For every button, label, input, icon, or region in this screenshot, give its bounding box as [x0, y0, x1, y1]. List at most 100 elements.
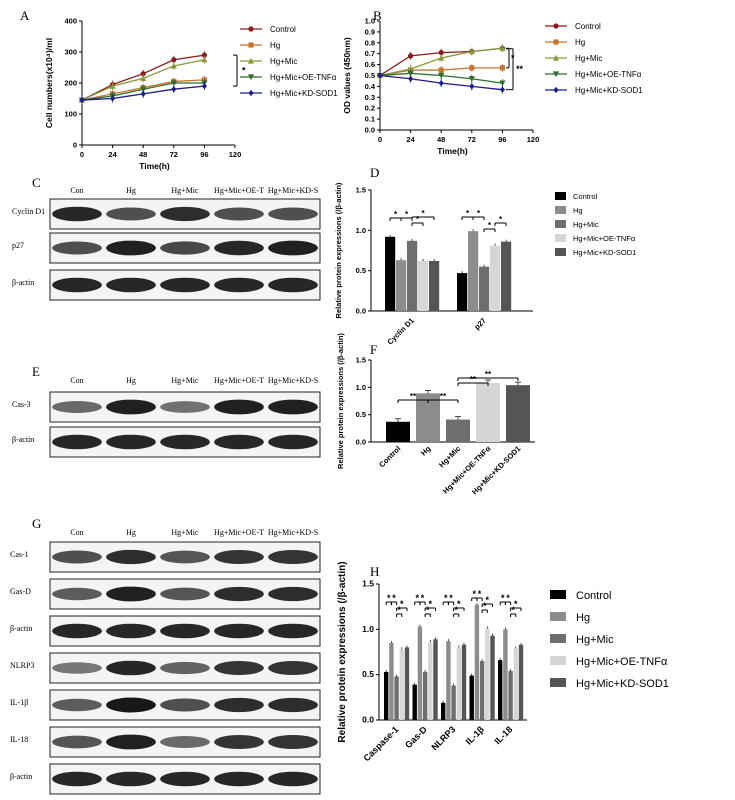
bar: [389, 642, 394, 720]
x-category-label: NLRP3: [429, 724, 457, 752]
legend-marker: [553, 86, 559, 94]
y-tick-label: 0.9: [365, 27, 375, 36]
bar: [407, 240, 418, 311]
x-tick-label: 0: [80, 150, 84, 159]
blot-band: [214, 771, 264, 787]
bar: [468, 231, 479, 311]
data-point: [468, 76, 475, 82]
blot-lane-label: Hg: [126, 186, 136, 195]
bar: [461, 644, 467, 720]
blot-band: [160, 550, 210, 564]
blot-band: [106, 697, 156, 713]
data-point: [499, 86, 505, 93]
blot-band: [214, 697, 264, 713]
blot-row-label: Cas-3: [12, 400, 31, 409]
bar: [412, 684, 417, 720]
x-tick-label: 96: [498, 135, 506, 144]
sig-marker: *: [400, 599, 404, 609]
y-tick-label: 0.8: [365, 38, 375, 47]
bar: [417, 626, 423, 720]
y-tick-label: 300: [64, 48, 77, 57]
blot-band: [160, 771, 210, 787]
blot-band: [52, 662, 102, 674]
sig-marker: *: [242, 66, 246, 76]
blot-band: [214, 735, 264, 749]
y-tick-label: 0.3: [365, 93, 375, 102]
legend-marker: [247, 74, 255, 81]
data-point: [499, 45, 506, 51]
x-tick-label: 0: [378, 135, 382, 144]
bar: [479, 266, 490, 311]
sig-marker: *: [478, 589, 482, 599]
bar: [386, 421, 410, 442]
x-category-label: Hg+Mic: [437, 444, 462, 469]
y-axis-label: OD values (450nm): [342, 37, 352, 114]
bar: [490, 245, 501, 311]
bar: [446, 419, 470, 442]
y-tick-label: 0.5: [362, 669, 374, 679]
y-tick-label: 0.0: [356, 307, 366, 316]
blot-lane-label: Hg: [126, 528, 136, 537]
y-tick-label: 200: [64, 79, 77, 88]
legend-label: Hg+Mic: [573, 220, 599, 229]
bar: [498, 660, 503, 720]
x-tick-label: 72: [170, 150, 178, 159]
blot-band: [214, 277, 264, 293]
data-point: [140, 75, 147, 81]
y-axis-label: Cell numbers(x10⁴)/ml: [44, 38, 54, 128]
bar: [456, 647, 461, 720]
blot-lane-label: Con: [70, 376, 83, 385]
y-tick-label: 0: [73, 141, 77, 150]
legend-swatch: [555, 206, 566, 214]
data-point: [468, 48, 475, 55]
legend-swatch: [555, 220, 566, 228]
sig-marker: *: [416, 593, 420, 603]
blot-row-label: p27: [12, 241, 24, 250]
legend-label: Hg+Mic+KD-SOD1: [270, 89, 338, 98]
bar: [476, 382, 500, 442]
blot-band: [52, 771, 102, 787]
panel-letter-b: B: [373, 8, 382, 23]
blot-lane-label: Hg+Mic: [171, 376, 199, 385]
bar: [399, 649, 404, 720]
blot-band: [214, 207, 264, 221]
x-tick-label: 120: [527, 135, 540, 144]
sig-marker: *: [488, 221, 492, 230]
bar: [428, 642, 433, 720]
legend-marker: [248, 42, 254, 48]
x-axis-label: Time(h): [437, 146, 468, 156]
bar: [396, 260, 407, 311]
legend-marker: [553, 39, 559, 45]
bar: [479, 661, 485, 720]
y-tick-label: 100: [64, 110, 77, 119]
bar: [457, 273, 468, 311]
blot-band: [268, 661, 318, 675]
blot-lane-label: Con: [70, 528, 83, 537]
legend-label: Hg+Mic+KD-SOD1: [576, 678, 669, 690]
bar: [385, 236, 396, 311]
bar: [490, 635, 495, 720]
data-point: [438, 50, 444, 56]
sig-marker: **: [516, 64, 524, 74]
legend-label: Hg+Mic: [575, 54, 602, 63]
legend-label: Control: [575, 22, 601, 31]
blot-row-label: NLRP3: [10, 661, 34, 670]
sig-marker: *: [421, 593, 425, 603]
blot-band: [214, 434, 264, 450]
blot-band: [106, 240, 156, 256]
legend-label: Hg+Mic+OE-TNFα: [575, 70, 642, 79]
data-point: [377, 72, 383, 79]
sig-marker: *: [483, 601, 487, 611]
blot-band: [106, 207, 156, 221]
sig-marker: **: [440, 392, 447, 401]
blot-band: [52, 550, 102, 564]
blot-band: [268, 399, 318, 415]
blot-row-label: IL-1β: [10, 698, 28, 707]
x-tick-label: 72: [468, 135, 476, 144]
blot-band: [52, 277, 102, 293]
data-point: [140, 86, 147, 93]
bar: [513, 648, 518, 720]
blot-band: [52, 623, 102, 639]
x-tick-label: 24: [406, 135, 415, 144]
